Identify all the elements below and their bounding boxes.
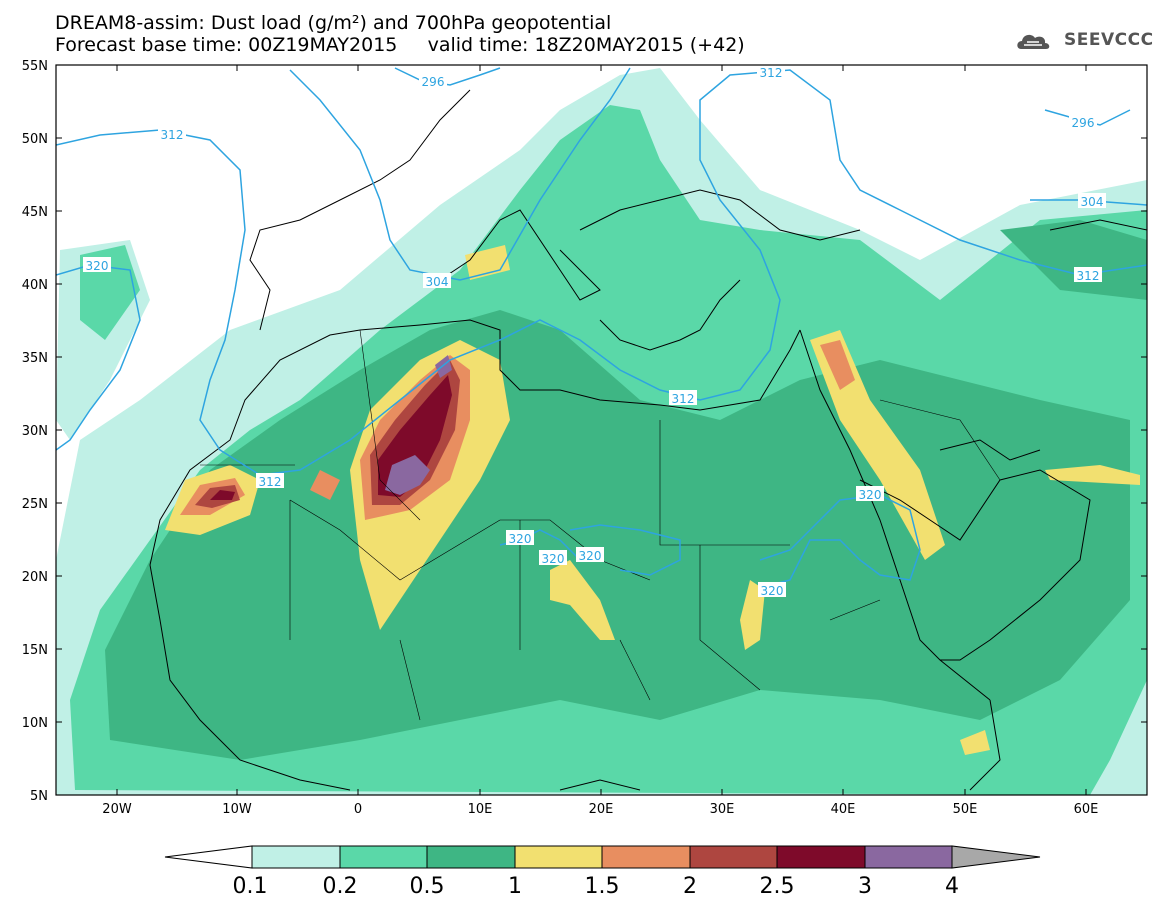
lon-label: 10W (222, 802, 252, 817)
lat-label: 50N (22, 132, 48, 147)
contour-label: 304 (426, 275, 449, 289)
colorbar-swatch (601, 845, 691, 869)
lat-label: 10N (22, 716, 48, 731)
lon-label: 20E (589, 802, 614, 817)
contour-label-bg (1069, 114, 1097, 129)
colorbar-left-arrow (164, 845, 253, 869)
colorbar-tick-label: 0.5 (410, 874, 445, 899)
contour-label-bg (256, 473, 284, 488)
colorbar-tick-label: 2.5 (760, 874, 795, 899)
map-subtitle: Forecast base time: 00Z19MAY2015 valid t… (55, 34, 745, 56)
contour-label-bg (576, 547, 604, 562)
colorbar-tick-label: 2 (683, 874, 697, 899)
contour-label: 320 (86, 259, 109, 273)
lon-label: 30E (710, 802, 735, 817)
contour-label: 312 (760, 66, 783, 80)
contour-label: 320 (509, 532, 532, 546)
colorbar-swatch (339, 845, 428, 869)
colorbar-swatch (689, 845, 778, 869)
cloud-icon (1017, 34, 1050, 49)
contour-label: 296 (1072, 116, 1095, 130)
contour-label: 320 (761, 584, 784, 598)
axis-ticks (56, 64, 1147, 796)
dust-band-3 (385, 455, 430, 495)
dust-field: 296 312 296 312 320 304 312 304 312 312 320 320 320 3… (56, 65, 1147, 795)
colorbar-tick-label: 0.2 (323, 874, 358, 899)
contour-label-bg (1078, 193, 1106, 208)
colorbar-right-arrow (951, 845, 1041, 869)
contour-label-bg (83, 257, 111, 272)
colorbar-tick-label: 4 (945, 874, 959, 899)
contour-label: 320 (859, 488, 882, 502)
longitude-labels: 20W 10W 0 10E 20E 30E 40E 50E 60E (102, 802, 1098, 817)
brand-logo-text: SEEVCCC (1064, 30, 1154, 50)
lon-label: 50E (953, 802, 978, 817)
contour-label-bg (856, 486, 884, 501)
contour-label-bg (539, 550, 567, 565)
lon-label: 60E (1074, 802, 1099, 817)
contour-label: 304 (1081, 195, 1104, 209)
lat-label: 35N (22, 351, 48, 366)
contour-label-bg (506, 530, 534, 545)
colorbar-swatch (864, 845, 953, 869)
contour-label: 312 (1077, 269, 1100, 283)
lat-label: 15N (22, 643, 48, 658)
lon-label: 20W (102, 802, 132, 817)
contour-label: 296 (422, 75, 445, 89)
contour-label-bg (423, 273, 451, 288)
contour-label-bg (1074, 267, 1102, 282)
coastlines (149, 89, 1147, 791)
map-title: DREAM8-assim: Dust load (g/m²) and 700hP… (55, 12, 612, 34)
contour-label-bg (158, 126, 186, 141)
contour-label-bg (419, 73, 447, 88)
colorbar-swatch (514, 845, 603, 869)
lon-label: 10E (468, 802, 493, 817)
lat-label: 30N (22, 424, 48, 439)
contour-label-bg (669, 390, 697, 405)
contour-label: 312 (161, 128, 184, 142)
lat-label: 55N (22, 59, 48, 74)
latitude-labels: 55N 50N 45N 40N 35N 30N 25N 20N 15N 10N 5N (22, 59, 48, 804)
lat-label: 5N (30, 789, 48, 804)
contour-label: 312 (672, 392, 695, 406)
colorbar-tick-label: 3 (858, 874, 872, 899)
lat-label: 40N (22, 278, 48, 293)
lat-label: 20N (22, 570, 48, 585)
colorbar-swatch (251, 845, 341, 869)
contour-label-bg (758, 582, 786, 597)
lat-label: 45N (22, 205, 48, 220)
contour-label: 320 (542, 552, 565, 566)
lat-label: 25N (22, 497, 48, 512)
colorbar-tick-label: 1 (508, 874, 522, 899)
colorbar-tick-label: 1.5 (585, 874, 620, 899)
lon-label: 0 (354, 802, 362, 817)
colorbar-tick-label: 0.1 (233, 874, 268, 899)
contour-label-bg (757, 65, 785, 79)
contour-label: 320 (579, 549, 602, 563)
colorbar: 0.1 0.2 0.5 1 1.5 2 2.5 3 4 (164, 845, 1041, 899)
contour-label: 312 (259, 475, 282, 489)
lon-label: 40E (831, 802, 856, 817)
colorbar-swatch (776, 845, 866, 869)
colorbar-swatch (426, 845, 516, 869)
contour-value-labels: 296 312 296 312 320 304 312 304 312 312 320 320 320 3… (83, 65, 1106, 598)
